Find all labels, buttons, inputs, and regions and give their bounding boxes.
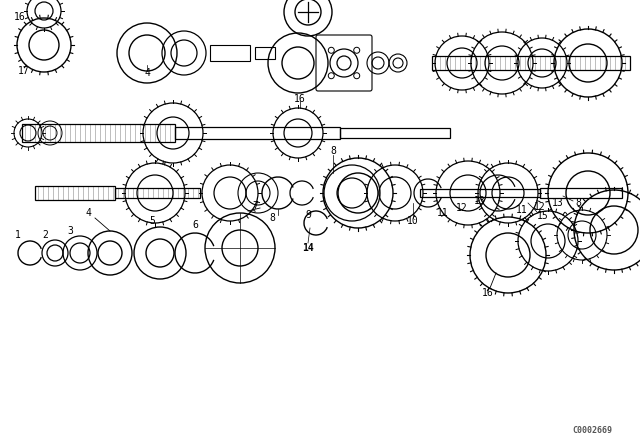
Text: C0002669: C0002669: [572, 426, 612, 435]
Bar: [420, 189, 540, 197]
Text: 13: 13: [474, 196, 486, 206]
Bar: [210, 45, 250, 61]
Text: 11: 11: [437, 208, 449, 218]
Bar: [35, 186, 115, 200]
Text: 4: 4: [85, 208, 91, 218]
Bar: [22, 124, 175, 142]
Text: 16: 16: [482, 288, 494, 298]
Bar: [540, 188, 622, 198]
Text: 15: 15: [537, 211, 549, 221]
Text: 10: 10: [407, 216, 419, 226]
Text: 11: 11: [516, 205, 528, 215]
Text: 13: 13: [552, 198, 564, 208]
Text: 8: 8: [330, 146, 336, 156]
Text: 12: 12: [534, 202, 546, 212]
Text: 4: 4: [144, 68, 150, 78]
Text: 14: 14: [302, 243, 314, 253]
Bar: [115, 188, 200, 198]
Text: 3: 3: [67, 226, 73, 236]
Bar: [340, 128, 450, 138]
Text: 1: 1: [15, 230, 21, 240]
Text: 6: 6: [192, 220, 198, 230]
Text: 16: 16: [14, 12, 26, 22]
Text: 5: 5: [149, 216, 155, 226]
Text: 2: 2: [42, 230, 48, 240]
Text: 17: 17: [18, 66, 30, 76]
Text: 9: 9: [305, 210, 311, 220]
Text: 16: 16: [294, 94, 306, 104]
Bar: [432, 56, 630, 70]
Text: 7: 7: [252, 201, 258, 211]
Text: 8: 8: [269, 213, 275, 223]
Bar: [255, 47, 275, 59]
Bar: [175, 127, 340, 139]
Text: 8: 8: [575, 198, 581, 208]
Text: 12: 12: [456, 203, 468, 213]
